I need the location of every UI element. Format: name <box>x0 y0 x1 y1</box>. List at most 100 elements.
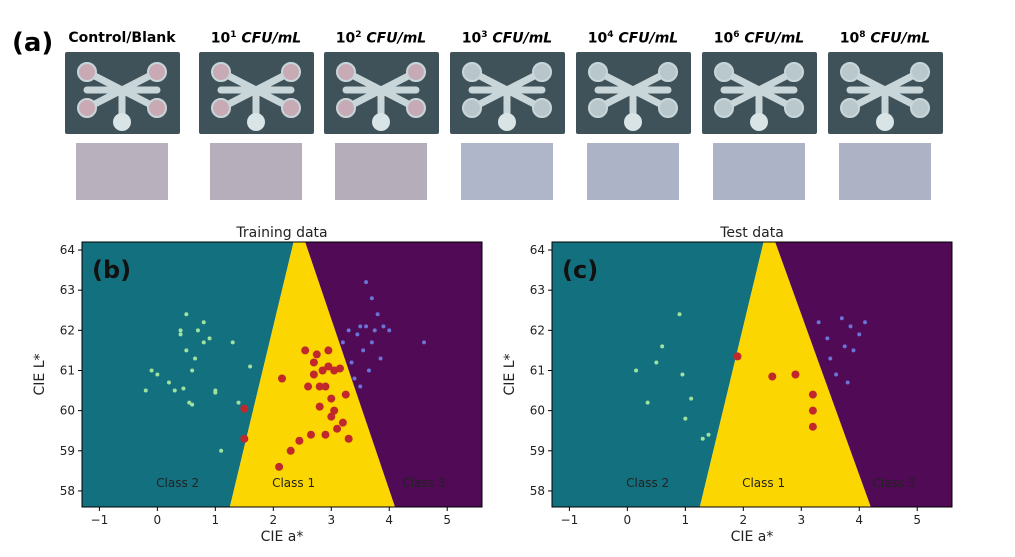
data-point-class-3 <box>845 380 850 385</box>
data-point-class-1 <box>309 358 318 367</box>
column-header: 104 CFU/mL <box>587 30 679 47</box>
y-tick-label: 58 <box>530 484 545 498</box>
region-class-3 <box>775 242 952 507</box>
data-point-class-2 <box>172 388 177 393</box>
data-point-class-3 <box>857 332 862 337</box>
column-header: 108 CFU/mL <box>839 30 931 47</box>
column-header: Control/Blank <box>68 30 176 46</box>
panel-a-label: (a) <box>12 28 54 58</box>
data-point-class-1 <box>301 346 310 355</box>
data-point-class-2 <box>683 416 688 421</box>
data-point-class-3 <box>816 320 821 325</box>
y-tick-label: 58 <box>60 484 75 498</box>
y-tick-label: 61 <box>530 363 545 377</box>
data-point-class-2 <box>677 312 682 317</box>
y-tick-label: 63 <box>530 283 545 297</box>
x-tick-label: 1 <box>682 513 690 527</box>
data-point-class-1 <box>286 446 295 455</box>
y-tick-label: 60 <box>530 404 545 418</box>
color-swatch <box>587 143 679 200</box>
data-point-class-1 <box>240 404 249 413</box>
color-swatch <box>76 143 168 200</box>
data-point-class-1 <box>335 364 344 373</box>
data-point-class-3 <box>358 384 363 389</box>
data-point-class-1 <box>768 372 777 381</box>
y-tick-label: 64 <box>530 243 545 257</box>
x-axis-label: CIE a* <box>731 529 774 545</box>
data-point-class-3 <box>381 324 386 329</box>
y-tick-label: 64 <box>60 243 75 257</box>
panel-label: (c) <box>562 256 598 284</box>
data-point-class-2 <box>190 402 195 407</box>
data-point-class-1 <box>344 434 353 443</box>
x-tick-label: 1 <box>212 513 220 527</box>
data-point-class-1 <box>275 462 284 471</box>
data-point-class-3 <box>349 360 354 365</box>
data-point-class-2 <box>184 348 189 353</box>
y-tick-label: 62 <box>60 323 75 337</box>
x-axis-label: CIE a* <box>261 529 304 545</box>
data-point-class-3 <box>848 324 853 329</box>
data-point-class-1 <box>315 402 324 411</box>
data-point-class-2 <box>645 400 650 405</box>
data-point-class-2 <box>195 328 200 333</box>
data-point-class-2 <box>143 388 148 393</box>
test-chart: Class 2 Class 1 Class 3 −1 0 1 2 3 4 5 58 59 60 61 62 6… <box>502 225 953 545</box>
x-tick-label: 2 <box>739 513 747 527</box>
data-point-class-2 <box>634 368 639 373</box>
x-tick-label: 3 <box>797 513 805 527</box>
y-tick-label: 59 <box>530 444 545 458</box>
data-point-class-1 <box>321 382 330 391</box>
data-point-class-3 <box>825 336 830 341</box>
data-point-class-3 <box>352 376 357 381</box>
data-point-class-1 <box>327 412 336 421</box>
sensor-chip-image <box>576 52 691 134</box>
plot-frame <box>81 241 483 508</box>
y-axis-label: CIE L* <box>32 354 48 396</box>
data-point-class-3 <box>387 328 392 333</box>
x-tick-label: 0 <box>154 513 162 527</box>
sensor-chip-image <box>324 52 439 134</box>
data-point-class-3 <box>355 332 360 337</box>
data-point-class-3 <box>375 312 380 317</box>
data-point-class-2 <box>187 400 192 405</box>
y-tick-label: 61 <box>60 363 75 377</box>
data-point-class-2 <box>700 436 705 441</box>
color-swatch <box>335 143 427 200</box>
data-point-class-1 <box>808 406 817 415</box>
data-point-class-3 <box>358 324 363 329</box>
x-tick-label: −1 <box>91 513 109 527</box>
data-point-class-1 <box>278 374 286 383</box>
x-tick-label: 0 <box>624 513 632 527</box>
data-point-class-2 <box>190 368 195 373</box>
data-point-class-1 <box>306 430 315 439</box>
x-tick-label: 5 <box>443 513 451 527</box>
region-label: Class 1 <box>272 476 315 490</box>
data-point-class-1 <box>321 430 330 439</box>
data-point-class-1 <box>338 418 347 427</box>
x-tick-label: 3 <box>327 513 335 527</box>
y-tick-label: 63 <box>60 283 75 297</box>
x-tick-label: 4 <box>855 513 863 527</box>
y-tick-label: 62 <box>530 323 545 337</box>
x-tick-label: 2 <box>269 513 277 527</box>
data-point-class-3 <box>378 356 383 361</box>
data-point-class-2 <box>213 390 218 395</box>
sensor-chip-image <box>702 52 817 134</box>
data-point-class-2 <box>207 336 212 341</box>
data-point-class-1 <box>808 422 817 431</box>
data-point-class-3 <box>369 340 374 345</box>
data-point-class-2 <box>230 340 235 345</box>
data-point-class-3 <box>369 296 374 301</box>
data-point-class-2 <box>689 396 694 401</box>
data-point-class-1 <box>240 434 249 443</box>
data-point-class-3 <box>422 340 427 345</box>
y-axis-label: CIE L* <box>502 354 518 396</box>
plot-frame <box>551 241 953 508</box>
sensor-chip-image <box>450 52 565 134</box>
data-point-class-1 <box>304 382 313 391</box>
data-point-class-3 <box>851 348 856 353</box>
y-tick-label: 60 <box>60 404 75 418</box>
color-swatch <box>713 143 805 200</box>
column-header: 106 CFU/mL <box>713 30 805 47</box>
